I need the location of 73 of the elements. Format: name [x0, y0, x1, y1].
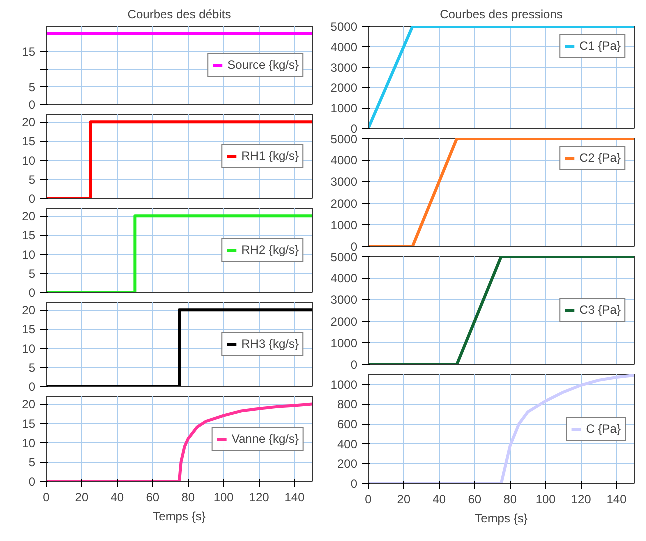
legend-label: C1 {Pa} — [580, 39, 621, 53]
x-tick-label: 40 — [110, 490, 124, 504]
y-tick-label: 3000 — [330, 175, 358, 190]
y-tick-label: 4000 — [330, 40, 358, 54]
line-series — [368, 374, 634, 484]
legend-label: C3 {Pa} — [580, 303, 621, 317]
y-tick-label: 10 — [22, 154, 36, 168]
x-tick-label: 60 — [468, 492, 482, 506]
y-tick-label: 3000 — [330, 293, 358, 308]
y-tick-label: 20 — [22, 210, 36, 224]
y-tick-label: 10 — [22, 436, 36, 450]
y-tick-label: 15 — [22, 417, 36, 432]
chart-title: Courbes des débits — [128, 8, 232, 22]
y-tick-label: 1000 — [330, 336, 358, 350]
x-tick-label: 60 — [146, 490, 160, 504]
x-tick-label: 40 — [432, 492, 446, 506]
legend-label: C2 {Pa} — [580, 151, 621, 165]
x-tick-label: 140 — [284, 490, 306, 504]
y-tick-label: 0 — [28, 380, 36, 394]
y-tick-label: 15 — [22, 44, 36, 59]
y-tick-label: 1000 — [330, 102, 358, 116]
y-tick-label: 20 — [22, 116, 36, 130]
x-axis-title: Temps {s} — [475, 512, 528, 526]
y-tick-label: 5 — [28, 172, 36, 187]
y-tick-label: 2000 — [330, 196, 358, 211]
y-tick-label: 200 — [337, 457, 358, 472]
y-tick-label: 1000 — [330, 218, 358, 232]
x-tick-label: 120 — [249, 490, 270, 504]
x-tick-label: 20 — [75, 490, 89, 504]
legend-label: RH2 {kg/s} — [242, 243, 299, 257]
y-tick-label: 15 — [22, 322, 36, 337]
y-tick-label: 0 — [28, 98, 36, 112]
y-tick-label: 5 — [28, 80, 36, 94]
y-tick-label: 15 — [22, 228, 36, 243]
chart-title: Courbes des pressions — [440, 8, 563, 22]
y-tick-label: 10 — [22, 248, 36, 262]
y-tick-label: 5 — [28, 456, 36, 470]
x-tick-label: 80 — [504, 492, 518, 506]
x-tick-label: 120 — [571, 492, 592, 506]
y-tick-label: 4000 — [330, 154, 358, 168]
y-tick-label: 0 — [28, 286, 36, 300]
x-tick-label: 20 — [397, 492, 411, 506]
x-tick-label: 80 — [182, 490, 196, 504]
x-tick-label: 100 — [214, 490, 234, 504]
x-tick-label: 0 — [43, 490, 50, 504]
y-tick-label: 800 — [337, 398, 358, 412]
x-axis-title: Temps {s} — [153, 510, 206, 524]
y-tick-label: 20 — [22, 304, 36, 318]
x-tick-label: 100 — [536, 492, 556, 506]
y-tick-label: 600 — [337, 418, 358, 432]
y-tick-label: 0 — [350, 477, 358, 491]
legend-label: C {Pa} — [586, 422, 621, 436]
y-tick-label: 0 — [28, 192, 36, 206]
y-tick-label: 5000 — [330, 20, 358, 34]
y-tick-label: 3000 — [330, 60, 358, 75]
y-tick-label: 15 — [22, 134, 36, 149]
y-tick-label: 5 — [28, 360, 36, 375]
x-tick-label: 0 — [365, 492, 372, 506]
y-tick-label: 20 — [22, 398, 36, 412]
y-tick-label: 0 — [28, 475, 36, 489]
legend-label: Source {kg/s} — [228, 58, 299, 72]
y-tick-label: 2000 — [330, 314, 358, 329]
legend-label: Vanne {kg/s} — [232, 432, 299, 446]
y-tick-label: 400 — [337, 437, 358, 452]
y-tick-label: 4000 — [330, 272, 358, 286]
legend-label: RH3 {kg/s} — [242, 337, 299, 351]
y-tick-label: 0 — [350, 358, 358, 372]
y-tick-label: 10 — [22, 342, 36, 356]
legend-label: RH1 {kg/s} — [242, 149, 299, 163]
y-tick-label: 1000 — [330, 378, 358, 392]
y-tick-label: 2000 — [330, 81, 358, 96]
y-tick-label: 5 — [28, 266, 36, 281]
x-tick-label: 140 — [606, 492, 628, 506]
